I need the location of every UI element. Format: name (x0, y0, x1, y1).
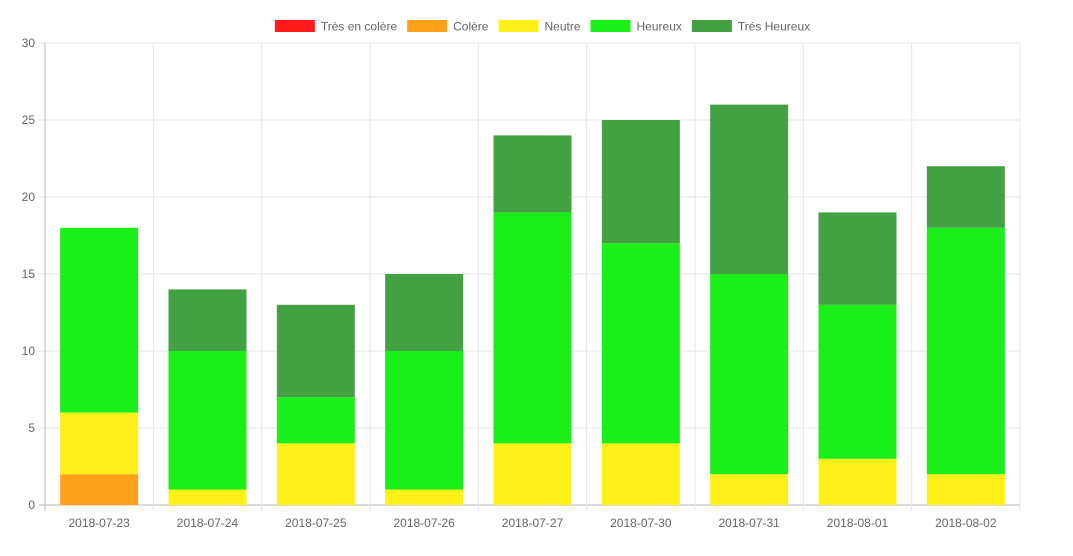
x-tick-label: 2018-07-26 (393, 516, 455, 530)
y-tick-label: 15 (22, 267, 36, 281)
x-tick-label: 2018-07-25 (285, 516, 347, 530)
x-tick-label: 2018-07-24 (177, 516, 239, 530)
legend-label: Neutre (544, 20, 580, 34)
y-tick-label: 30 (22, 36, 36, 50)
bar-segment[interactable] (385, 274, 464, 351)
bar-segment[interactable] (385, 489, 464, 505)
y-tick-label: 5 (28, 421, 35, 435)
x-tick-label: 2018-08-01 (827, 516, 889, 530)
y-tick-label: 20 (22, 190, 36, 204)
legend-item[interactable]: Trés Heureux (691, 20, 810, 34)
bar-segment[interactable] (601, 120, 680, 244)
legend: Très en colère Colère Neutre Heureux Trés He… (274, 20, 810, 34)
bar-segment[interactable] (60, 227, 139, 413)
legend-label: Trés Heureux (738, 20, 810, 34)
bar-segment[interactable] (926, 166, 1005, 228)
bar-segment[interactable] (818, 458, 897, 505)
y-tick-label: 25 (22, 113, 36, 127)
y-tick-label: 10 (22, 344, 36, 358)
legend-swatch (691, 20, 732, 32)
bar-segment[interactable] (168, 351, 247, 490)
x-tick-label: 2018-07-31 (718, 516, 780, 530)
bar-segment[interactable] (276, 443, 355, 505)
bar-segment[interactable] (710, 274, 789, 475)
y-tick-label: 0 (28, 498, 35, 512)
bar-segment[interactable] (60, 412, 139, 475)
legend-swatch (407, 20, 448, 32)
axes: 0 5 10 15 20 25 30 2018-07-23 2018-07-24 2018-07-… (22, 36, 997, 530)
x-tick-label: 2018-07-27 (502, 516, 564, 530)
legend-item[interactable]: Neutre (498, 20, 581, 34)
bars (60, 104, 1005, 505)
legend-label: Heureux (637, 20, 682, 34)
bar-segment[interactable] (276, 397, 355, 444)
legend-item[interactable]: Heureux (590, 20, 682, 34)
bar-segment[interactable] (276, 304, 355, 398)
legend-swatch (274, 20, 315, 32)
legend-item[interactable]: Colère (407, 20, 489, 34)
legend-item[interactable]: Très en colère (274, 20, 398, 34)
bar-segment[interactable] (710, 474, 789, 505)
legend-label: Colère (453, 20, 489, 34)
x-tick-label: 2018-07-23 (68, 516, 130, 530)
bar-segment[interactable] (493, 135, 572, 213)
bar-segment[interactable] (818, 304, 897, 459)
bar-segment[interactable] (710, 104, 789, 274)
x-tick-label: 2018-07-30 (610, 516, 672, 530)
bar-segment[interactable] (601, 243, 680, 444)
legend-swatch (498, 20, 539, 32)
bar-segment[interactable] (168, 289, 247, 351)
bar-segment[interactable] (601, 443, 680, 505)
bar-segment[interactable] (493, 212, 572, 444)
bar-segment[interactable] (60, 474, 139, 505)
bar-segment[interactable] (926, 227, 1005, 475)
bar-segment[interactable] (818, 212, 897, 305)
bar-segment[interactable] (926, 474, 1005, 505)
legend-swatch (590, 20, 631, 32)
bar-segment[interactable] (168, 489, 247, 505)
legend-label: Très en colère (321, 20, 398, 34)
bar-segment[interactable] (385, 351, 464, 490)
x-tick-label: 2018-08-02 (935, 516, 997, 530)
bar-segment[interactable] (493, 443, 572, 505)
